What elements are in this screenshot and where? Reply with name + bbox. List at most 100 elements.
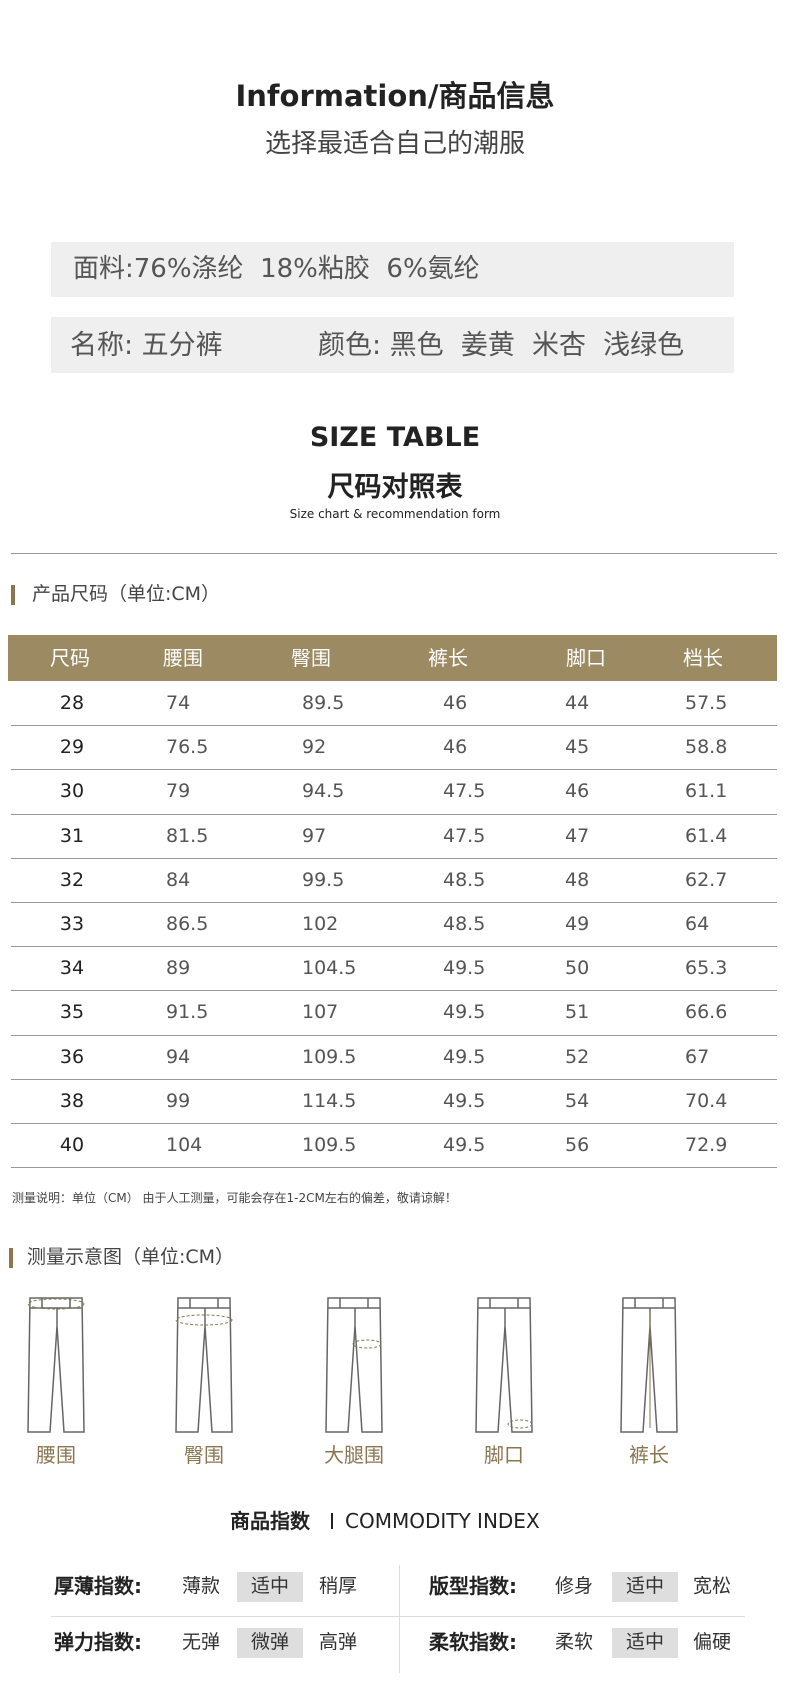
table-cell: 91.5: [166, 1001, 209, 1024]
table-cell: 30: [59, 780, 85, 803]
table-cell: 47: [565, 824, 590, 847]
column-header: 脚口: [566, 646, 606, 670]
table-cell: 86.5: [166, 913, 209, 935]
measure-label: 臀围: [184, 1443, 224, 1467]
column-header: 臀围: [291, 646, 331, 670]
index-option: 修身: [554, 1575, 593, 1597]
table-cell: 64: [685, 913, 710, 935]
row-line: [11, 769, 777, 771]
table-cell: 114.5: [302, 1089, 357, 1112]
info-box: [51, 242, 734, 297]
table-cell: 57.5: [685, 692, 728, 714]
table-cell: 50: [565, 957, 590, 980]
table-cell: 109.5: [302, 1134, 357, 1156]
measure-label: 腰围: [36, 1443, 76, 1467]
index-option: 无弹: [181, 1631, 220, 1653]
row-line: [11, 725, 777, 727]
table-cell: 102: [302, 913, 339, 935]
index-option: 宽松: [692, 1575, 731, 1597]
material: 面料:76%涤纶 18%粘胶 6%氨纶: [73, 254, 480, 284]
table-cell: 51: [565, 1001, 590, 1024]
measure-mark: [352, 1339, 382, 1349]
table-cell: 92: [302, 736, 327, 759]
table-cell: 94.5: [302, 780, 345, 803]
table-cell: 46: [443, 736, 468, 759]
selected-highlight: [612, 1628, 678, 1658]
table-cell: 97: [302, 824, 327, 847]
table-cell: 70.4: [685, 1089, 728, 1112]
table-cell: 74: [166, 692, 191, 714]
row-line: [11, 902, 777, 903]
table-cell: 61.4: [685, 824, 728, 847]
name: 名称: 五分裤: [70, 330, 223, 361]
table-cell: 49: [565, 913, 590, 935]
table-cell: 46: [443, 692, 468, 714]
table-cell: 49.5: [443, 1089, 486, 1112]
row-line: [11, 1167, 777, 1169]
table-cell: 44: [565, 692, 590, 714]
measure-mark: [507, 1419, 533, 1429]
index-label: 弹力指数:: [54, 1630, 142, 1654]
index-option: 适中: [625, 1631, 664, 1653]
selected-highlight: [237, 1572, 303, 1602]
index-option: 适中: [625, 1575, 664, 1597]
table-cell: 65.3: [685, 957, 728, 980]
table-cell: 61.1: [685, 780, 728, 803]
index-title-en: COMMODITY INDEX: [345, 1509, 540, 1533]
index-label: 厚薄指数:: [54, 1574, 142, 1598]
index-option: 高弹: [318, 1631, 357, 1653]
column-header: 腰围: [163, 646, 203, 670]
row-line: [11, 813, 777, 815]
row-line: [11, 1034, 777, 1036]
index-option: 稍厚: [318, 1575, 357, 1597]
table-cell: 36: [59, 1045, 85, 1068]
pants-icon: [175, 1297, 233, 1433]
section-heading: 产品尺码（单位:CM）: [32, 583, 221, 605]
table-cell: 48.5: [443, 913, 486, 935]
column-header: 档长: [683, 646, 723, 670]
table-cell: 99.5: [302, 868, 345, 891]
colors: 颜色: 黑色 姜黄 米杏 浅绿色: [318, 330, 685, 361]
selected-highlight: [612, 1572, 678, 1602]
index-option: 微弹: [250, 1631, 289, 1653]
table-cell: 72.9: [685, 1134, 728, 1156]
table-cell: 47.5: [443, 780, 486, 803]
table-cell: 79: [166, 780, 191, 803]
measure-label: 脚口: [484, 1443, 524, 1467]
table-cell: 49.5: [443, 1134, 486, 1156]
table-cell: 99: [166, 1089, 191, 1112]
row-line: [11, 1078, 777, 1080]
measure-mark: [175, 1314, 233, 1326]
note: 测量说明：单位（CM） 由于人工测量，可能会存在1-2CM左右的偏差，敬请谅解！: [12, 1191, 457, 1205]
table-cell: 62.7: [685, 868, 728, 891]
size-title: SIZE TABLE: [309, 422, 481, 453]
table-cell: 32: [59, 868, 85, 891]
table-cell: 28: [59, 692, 85, 714]
table-cell: 67: [685, 1045, 710, 1068]
measure-mark: [27, 1298, 85, 1310]
table-cell: 40: [59, 1134, 85, 1156]
pants-icon: [27, 1297, 85, 1433]
selected-highlight: [237, 1628, 303, 1658]
table-cell: 81.5: [166, 824, 209, 847]
size-caption: Size chart & recommendation form: [289, 507, 501, 521]
row-line: [11, 990, 777, 992]
divider: [399, 1565, 400, 1673]
table-cell: 47.5: [443, 824, 486, 847]
table-cell: 29: [59, 736, 85, 759]
table-cell: 46: [565, 780, 590, 803]
column-header: 裤长: [428, 646, 468, 670]
table-cell: 31: [59, 824, 85, 847]
section-bar: [9, 1248, 13, 1268]
index-title: 商品指数: [230, 1509, 310, 1533]
index-label: 版型指数:: [429, 1574, 517, 1598]
table-cell: 56: [565, 1134, 590, 1156]
table-cell: 107: [302, 1001, 339, 1024]
table-cell: 38: [59, 1089, 85, 1112]
table-cell: 45: [565, 736, 590, 759]
pants-icon: [475, 1297, 533, 1433]
table-cell: 58.8: [685, 736, 728, 759]
table-cell: 34: [59, 957, 85, 980]
table-cell: 89: [166, 957, 191, 980]
